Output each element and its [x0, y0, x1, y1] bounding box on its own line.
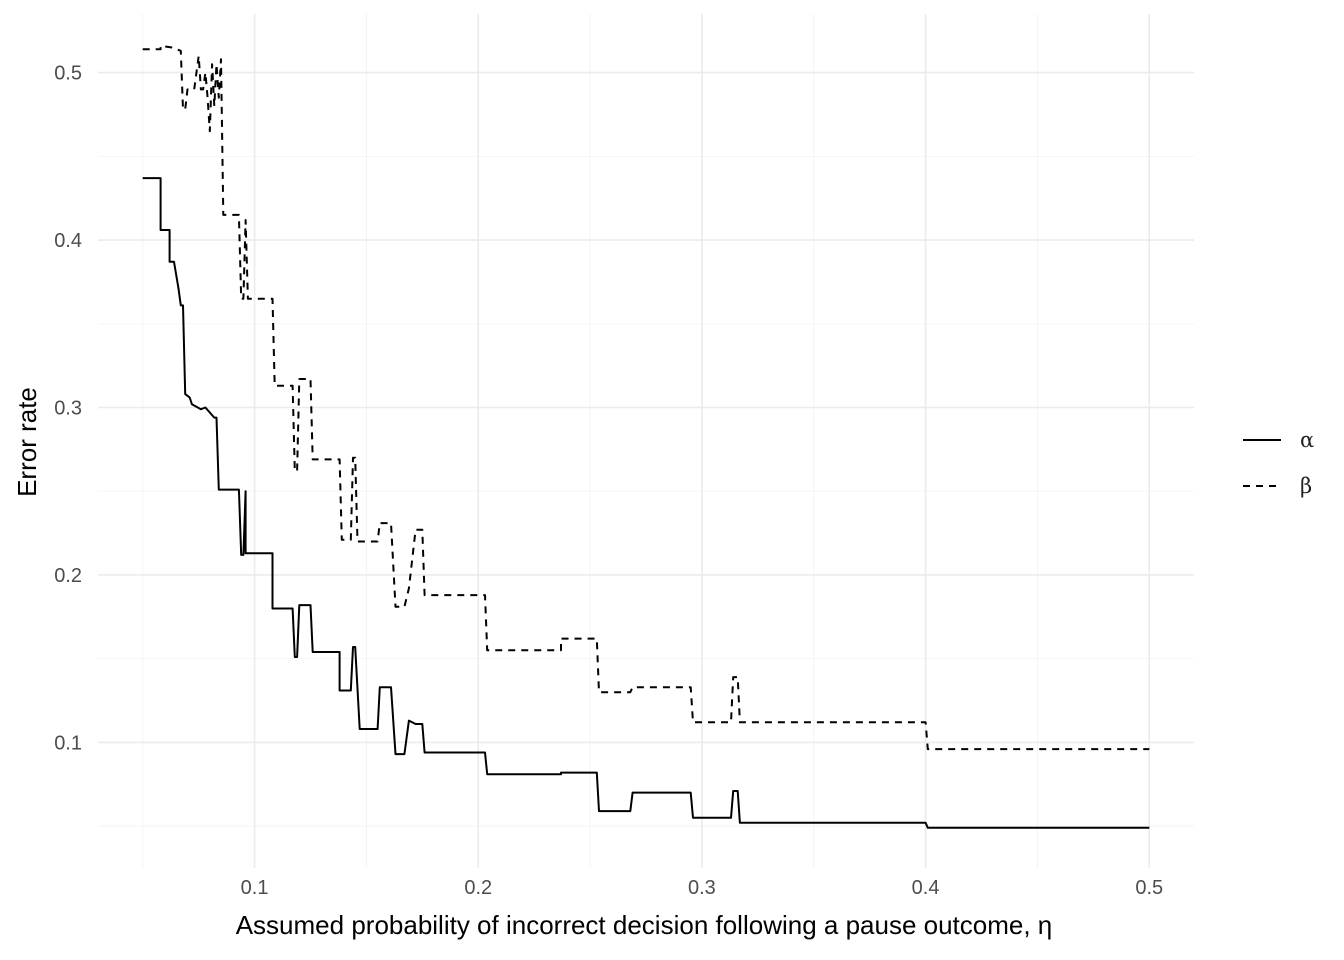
y-axis-title: Error rate [12, 387, 42, 497]
y-tick-label: 0.3 [54, 398, 82, 420]
y-tick-label: 0.2 [54, 565, 82, 587]
legend: αβ [1243, 428, 1314, 498]
x-axis-tick-labels: 0.1 0.2 0.3 0.4 0.5 [241, 877, 1164, 899]
y-tick-label: 0.1 [54, 732, 82, 754]
legend-label-beta: β [1300, 474, 1312, 498]
series-line-beta [142, 44, 1150, 751]
series-lines [142, 44, 1150, 829]
x-tick-label: 0.1 [241, 877, 269, 899]
x-tick-label: 0.3 [688, 877, 716, 899]
y-tick-label: 0.4 [54, 230, 82, 252]
major-gridlines [98, 14, 1194, 868]
x-tick-label: 0.4 [912, 877, 940, 899]
x-tick-label: 0.5 [1135, 877, 1163, 899]
minor-gridlines [98, 14, 1194, 868]
series-line-alpha [142, 177, 1150, 829]
y-axis-tick-labels: 0.1 0.2 0.3 0.4 0.5 [54, 63, 82, 755]
x-axis-title: Assumed probability of incorrect decisio… [236, 910, 1053, 940]
x-tick-label: 0.2 [464, 877, 492, 899]
legend-label-alpha: α [1300, 428, 1314, 452]
y-tick-label: 0.5 [54, 63, 82, 85]
